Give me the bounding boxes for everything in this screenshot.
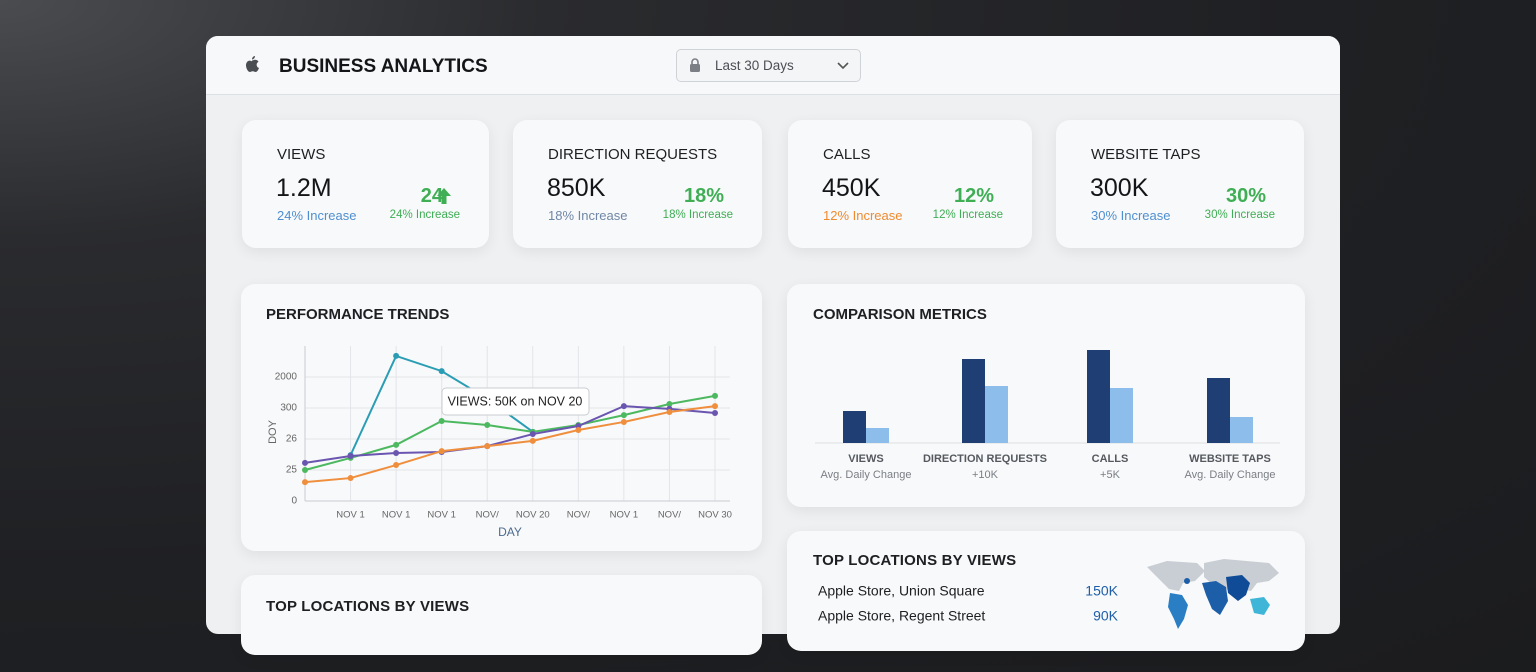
date-range-dropdown[interactable]: Last 30 Days — [676, 49, 861, 82]
lock-icon — [690, 58, 700, 72]
kpi-card[interactable]: VIEWS 1.2M 24% Increase 24 24% Increase — [242, 120, 489, 248]
kpi-value: 1.2M — [276, 174, 332, 202]
kpi-label: DIRECTION REQUESTS — [548, 146, 718, 163]
kpi-delta-change: 30% Increase — [1204, 209, 1275, 221]
kpi-value: 850K — [547, 174, 606, 202]
world-map — [1147, 559, 1279, 629]
kpi-change: 18% Increase — [548, 208, 628, 223]
kpi-label: CALLS — [823, 146, 871, 163]
kpi-value: 300K — [1090, 174, 1149, 202]
app-title: BUSINESS ANALYTICS — [279, 56, 488, 77]
date-range-label: Last 30 Days — [715, 58, 794, 73]
chevron — [837, 62, 849, 70]
comparison-card — [787, 284, 1305, 507]
kpi-delta: 30% — [1225, 185, 1266, 207]
header: BUSINESS ANALYTICS Last 30 Days — [206, 36, 1340, 95]
kpi-change: 30% Increase — [1091, 208, 1171, 223]
kpi-card[interactable]: WEBSITE TAPS 300K 30% Increase 30% 30% Incre… — [1056, 120, 1304, 248]
kpi-change: 12% Increase — [823, 208, 903, 223]
locations-card-left: TOP LOCATIONS BY VIEWS — [241, 575, 762, 655]
kpi-value: 450K — [822, 174, 881, 202]
kpi-delta-change: 18% Increase — [662, 209, 733, 221]
locations-card: TOP LOCATIONS BY VIEWS — [787, 531, 1305, 651]
card-title: TOP LOCATIONS BY VIEWS — [266, 598, 470, 615]
apple-logo — [246, 56, 259, 72]
kpi-change: 24% Increase — [277, 208, 357, 223]
card-title: TOP LOCATIONS BY VIEWS — [813, 552, 1017, 569]
up-arrow — [437, 188, 451, 204]
performance-card — [241, 284, 762, 551]
kpi-label: VIEWS — [277, 146, 326, 163]
kpi-label: WEBSITE TAPS — [1091, 146, 1201, 163]
kpi-delta-change: 12% Increase — [932, 209, 1003, 221]
kpi-card[interactable]: CALLS 450K 12% Increase 12% 12% Increase — [788, 120, 1032, 248]
kpi-delta: 12% — [953, 185, 994, 207]
kpi-delta-change: 24% Increase — [389, 209, 460, 221]
kpi-delta: 24 — [420, 185, 443, 207]
kpi-delta: 18% — [683, 185, 724, 207]
kpi-card[interactable]: DIRECTION REQUESTS 850K 18% Increase 18% 18%… — [513, 120, 762, 248]
